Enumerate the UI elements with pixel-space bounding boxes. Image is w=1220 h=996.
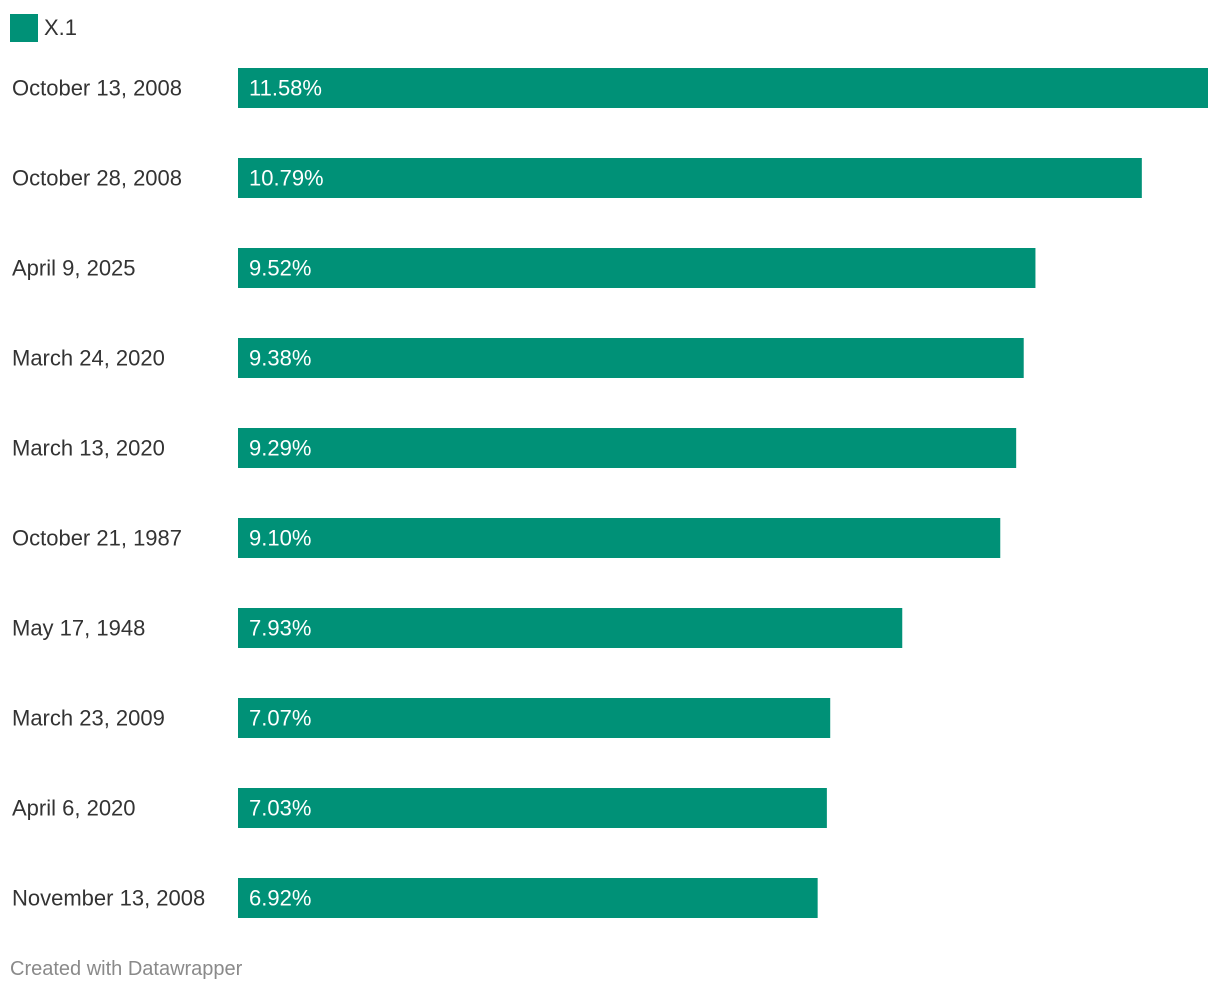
- bar: [238, 158, 1142, 198]
- value-label: 9.10%: [249, 526, 311, 551]
- legend: X.1: [10, 13, 77, 43]
- bar: [238, 68, 1208, 108]
- category-label: March 24, 2020: [12, 346, 165, 371]
- category-label: May 17, 1948: [12, 616, 145, 641]
- value-label: 7.07%: [249, 706, 311, 731]
- bar: [238, 878, 818, 918]
- value-label: 7.93%: [249, 616, 311, 641]
- bar: [238, 698, 831, 738]
- value-label: 6.92%: [249, 886, 311, 911]
- bar: [238, 788, 827, 828]
- value-label: 9.29%: [249, 436, 311, 461]
- value-label: 10.79%: [249, 166, 324, 191]
- category-label: March 13, 2020: [12, 436, 165, 461]
- bar: [238, 428, 1017, 468]
- category-label: March 23, 2009: [12, 706, 165, 731]
- value-label: 9.52%: [249, 256, 311, 281]
- legend-label: X.1: [44, 15, 78, 40]
- category-label: April 9, 2025: [12, 256, 136, 281]
- category-label: October 21, 1987: [12, 526, 182, 551]
- value-label: 7.03%: [249, 796, 311, 821]
- bar: [238, 608, 903, 648]
- bar: [238, 338, 1024, 378]
- bar: [238, 518, 1001, 558]
- footer-credit: Created with Datawrapper: [10, 958, 243, 980]
- category-label: April 6, 2020: [12, 796, 136, 821]
- category-label: October 13, 2008: [12, 76, 182, 101]
- category-label: October 28, 2008: [12, 166, 182, 191]
- category-label: November 13, 2008: [12, 886, 205, 911]
- value-label: 11.58%: [249, 76, 322, 101]
- legend-swatch: [10, 14, 38, 42]
- bar: [238, 248, 1036, 288]
- value-label: 9.38%: [249, 346, 311, 371]
